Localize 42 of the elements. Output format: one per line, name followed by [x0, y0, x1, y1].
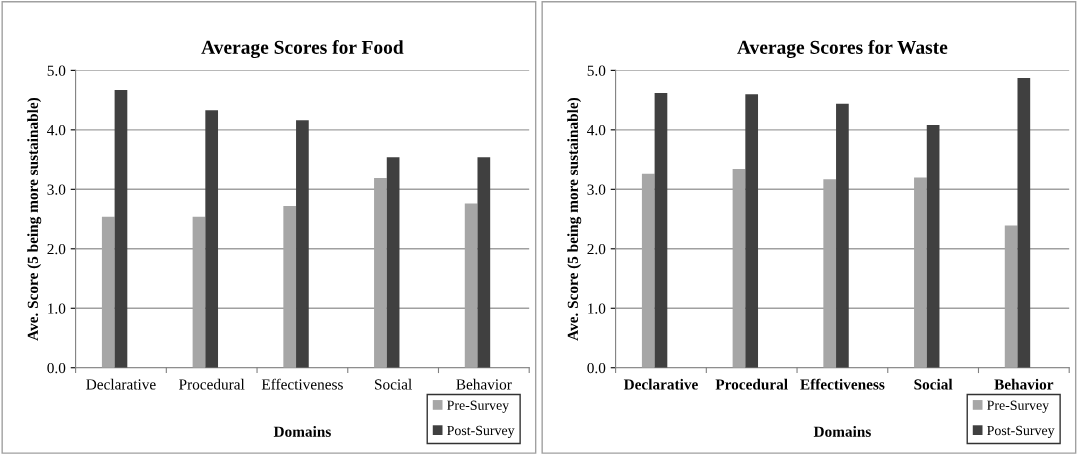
- y-tick-label: 0.0: [47, 362, 66, 374]
- y-tick-label: 4.0: [47, 124, 66, 136]
- bar: [114, 90, 128, 368]
- bar: [477, 157, 491, 368]
- legend-label: Pre-Survey: [447, 400, 510, 413]
- bar: [926, 125, 940, 368]
- y-tick-label: 4.0: [587, 124, 606, 136]
- x-tick-label: Declarative: [86, 378, 156, 390]
- bar: [386, 157, 400, 368]
- y-tick-label: 5.0: [47, 65, 66, 76]
- x-tick-label: Effectiveness: [261, 378, 343, 390]
- legend-label: Pre-Survey: [987, 400, 1050, 413]
- x-tick-label: Effectiveness: [800, 378, 885, 390]
- y-tick-label: 0.0: [587, 362, 606, 374]
- x-tick-label: Social: [914, 378, 953, 390]
- chart-title: Average Scores for Waste: [737, 40, 948, 58]
- bar: [205, 110, 219, 368]
- x-tick-label: Procedural: [179, 378, 245, 390]
- x-tick-label: Social: [375, 378, 412, 390]
- y-tick-label: 2.0: [587, 243, 606, 255]
- y-tick-label: 3.0: [47, 184, 66, 195]
- x-axis-title: Domains: [273, 426, 331, 437]
- y-axis-title: Ave. Score (5 being more sustainable): [27, 97, 42, 341]
- y-tick-label: 1.0: [588, 303, 606, 314]
- y-tick-label: 1.0: [48, 303, 66, 314]
- legend-label: Post-Survey: [447, 425, 515, 438]
- x-axis-title: Domains: [813, 426, 871, 437]
- bar: [745, 94, 759, 368]
- x-tick-label: Behavior: [994, 378, 1054, 390]
- y-tick-label: 5.0: [587, 65, 606, 76]
- legend-label: Post-Survey: [987, 425, 1055, 438]
- bar: [836, 103, 849, 368]
- y-axis-title: Ave. Score (5 being more sustainable): [567, 97, 582, 341]
- x-tick-label: Behavior: [456, 378, 512, 390]
- chart-title: Average Scores for Food: [201, 40, 404, 58]
- y-tick-label: 2.0: [47, 243, 66, 255]
- x-tick-label: Procedural: [715, 378, 788, 390]
- y-tick-label: 3.0: [587, 184, 606, 195]
- x-tick-label: Declarative: [623, 378, 698, 390]
- bar: [654, 92, 668, 368]
- bar: [1017, 78, 1031, 368]
- bar: [296, 120, 309, 368]
